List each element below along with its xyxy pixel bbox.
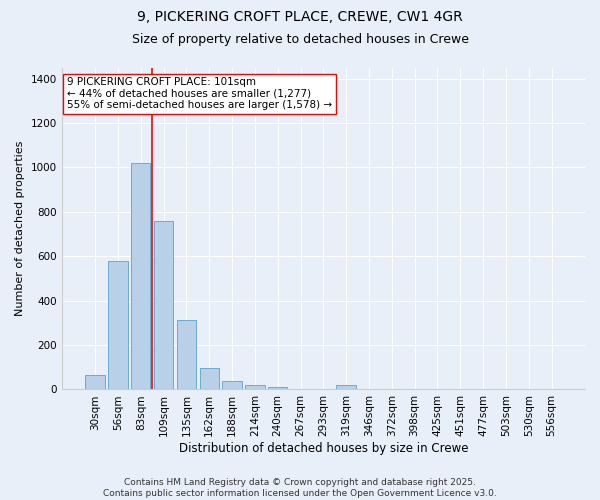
Y-axis label: Number of detached properties: Number of detached properties xyxy=(15,141,25,316)
X-axis label: Distribution of detached houses by size in Crewe: Distribution of detached houses by size … xyxy=(179,442,468,455)
Bar xyxy=(85,375,105,390)
Bar xyxy=(268,387,287,390)
Bar xyxy=(131,163,151,390)
Bar xyxy=(177,320,196,390)
Text: Contains HM Land Registry data © Crown copyright and database right 2025.
Contai: Contains HM Land Registry data © Crown c… xyxy=(103,478,497,498)
Bar xyxy=(108,260,128,390)
Bar xyxy=(337,386,356,390)
Bar xyxy=(245,384,265,390)
Bar xyxy=(154,220,173,390)
Text: Size of property relative to detached houses in Crewe: Size of property relative to detached ho… xyxy=(131,32,469,46)
Bar xyxy=(223,380,242,390)
Bar xyxy=(200,368,219,390)
Text: 9 PICKERING CROFT PLACE: 101sqm
← 44% of detached houses are smaller (1,277)
55%: 9 PICKERING CROFT PLACE: 101sqm ← 44% of… xyxy=(67,77,332,110)
Text: 9, PICKERING CROFT PLACE, CREWE, CW1 4GR: 9, PICKERING CROFT PLACE, CREWE, CW1 4GR xyxy=(137,10,463,24)
